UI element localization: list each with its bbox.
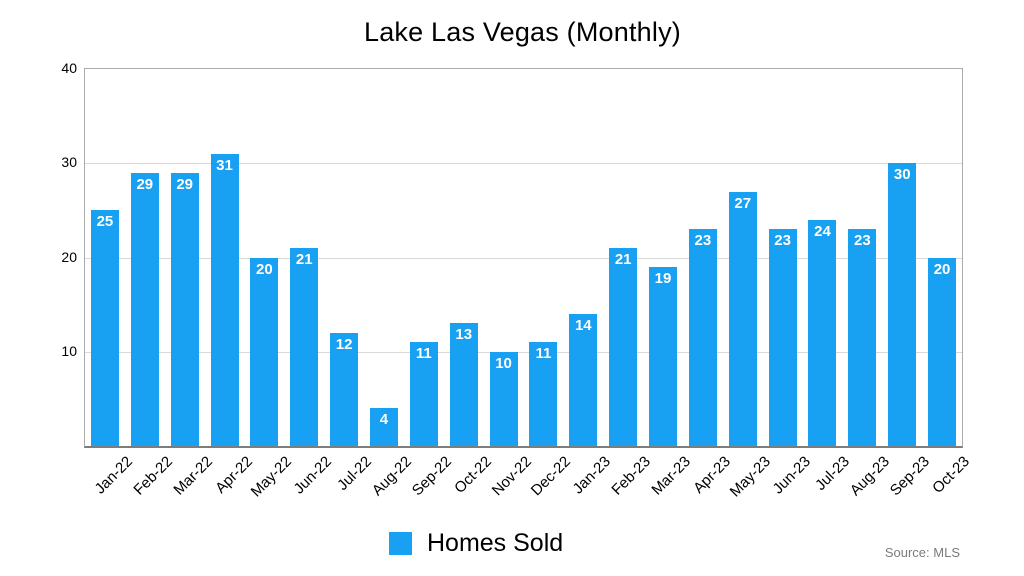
bar-Mar-23: 19 — [649, 266, 678, 446]
bar-Apr-23: 23 — [688, 229, 717, 446]
bar-Oct-22: 13 — [449, 323, 478, 446]
source-note: Source: MLS — [884, 545, 960, 560]
bar-Mar-22: 29 — [170, 172, 199, 446]
bar-Jul-22: 12 — [330, 332, 359, 446]
bar-value-label: 20 — [933, 260, 951, 278]
bar-value-label: 29 — [176, 175, 193, 193]
chart-title: Lake Las Vegas (Monthly) — [364, 17, 681, 47]
bar-value-label: 23 — [694, 232, 712, 250]
bar-Jun-22: 21 — [290, 248, 319, 446]
bar-value-label: 31 — [216, 156, 233, 174]
bar-Dec-22: 11 — [529, 342, 558, 446]
legend-swatch-homes-sold — [389, 532, 412, 555]
bar-Jun-23: 23 — [768, 229, 797, 446]
bar-Feb-23: 21 — [609, 248, 638, 446]
bar-value-label: 25 — [96, 213, 114, 231]
bar-value-label: 21 — [295, 251, 313, 269]
bar-value-label: 14 — [574, 317, 592, 335]
bar-Sep-22: 11 — [409, 342, 438, 446]
y-axis-tick-label-10: 10 — [61, 342, 77, 359]
gridline-30 — [85, 163, 962, 165]
bar-Nov-22: 10 — [489, 351, 518, 446]
bar-value-label: 12 — [335, 335, 353, 353]
bar-value-label: 24 — [814, 222, 831, 240]
bar-value-label: 19 — [654, 269, 672, 287]
bar-value-label: 10 — [495, 354, 512, 372]
plot-area: 25 29 29 31 20 21 12 4 11 13 10 11 14 21 19 23 27 23 24 23 3… — [84, 68, 963, 448]
bar-value-label: 29 — [136, 175, 154, 193]
bar-value-label: 23 — [853, 232, 871, 250]
bar-value-label: 4 — [379, 411, 389, 429]
bar-Aug-23: 23 — [848, 229, 877, 446]
y-axis-tick-label-30: 30 — [61, 154, 77, 171]
bar-value-label: 21 — [614, 251, 632, 269]
bar-Jan-22: 25 — [90, 210, 119, 446]
bar-value-label: 30 — [893, 166, 911, 184]
bar-Feb-22: 29 — [130, 172, 159, 446]
bar-value-label: 20 — [256, 260, 273, 278]
bar-value-label: 13 — [455, 326, 473, 344]
gridline-10 — [85, 351, 962, 353]
bar-Aug-22: 4 — [369, 408, 398, 446]
bar-Apr-22: 31 — [210, 153, 239, 446]
legend-label: Homes Sold — [427, 529, 564, 557]
bar-value-label: 11 — [535, 345, 552, 363]
legend: Homes Sold — [389, 529, 563, 558]
y-axis-tick-label-40: 40 — [61, 60, 77, 76]
y-axis-tick-label-20: 20 — [61, 248, 77, 265]
bar-Jan-23: 14 — [569, 314, 598, 446]
bar-Sep-23: 30 — [888, 163, 917, 446]
bar-Oct-23: 20 — [928, 257, 957, 446]
bar-May-22: 20 — [250, 257, 279, 446]
bar-value-label: 27 — [734, 194, 752, 212]
gridline-20 — [85, 257, 962, 259]
bar-value-label: 11 — [415, 345, 432, 363]
bar-May-23: 27 — [728, 191, 757, 446]
bar-Jul-23: 24 — [808, 219, 837, 446]
bar-value-label: 23 — [774, 232, 791, 250]
